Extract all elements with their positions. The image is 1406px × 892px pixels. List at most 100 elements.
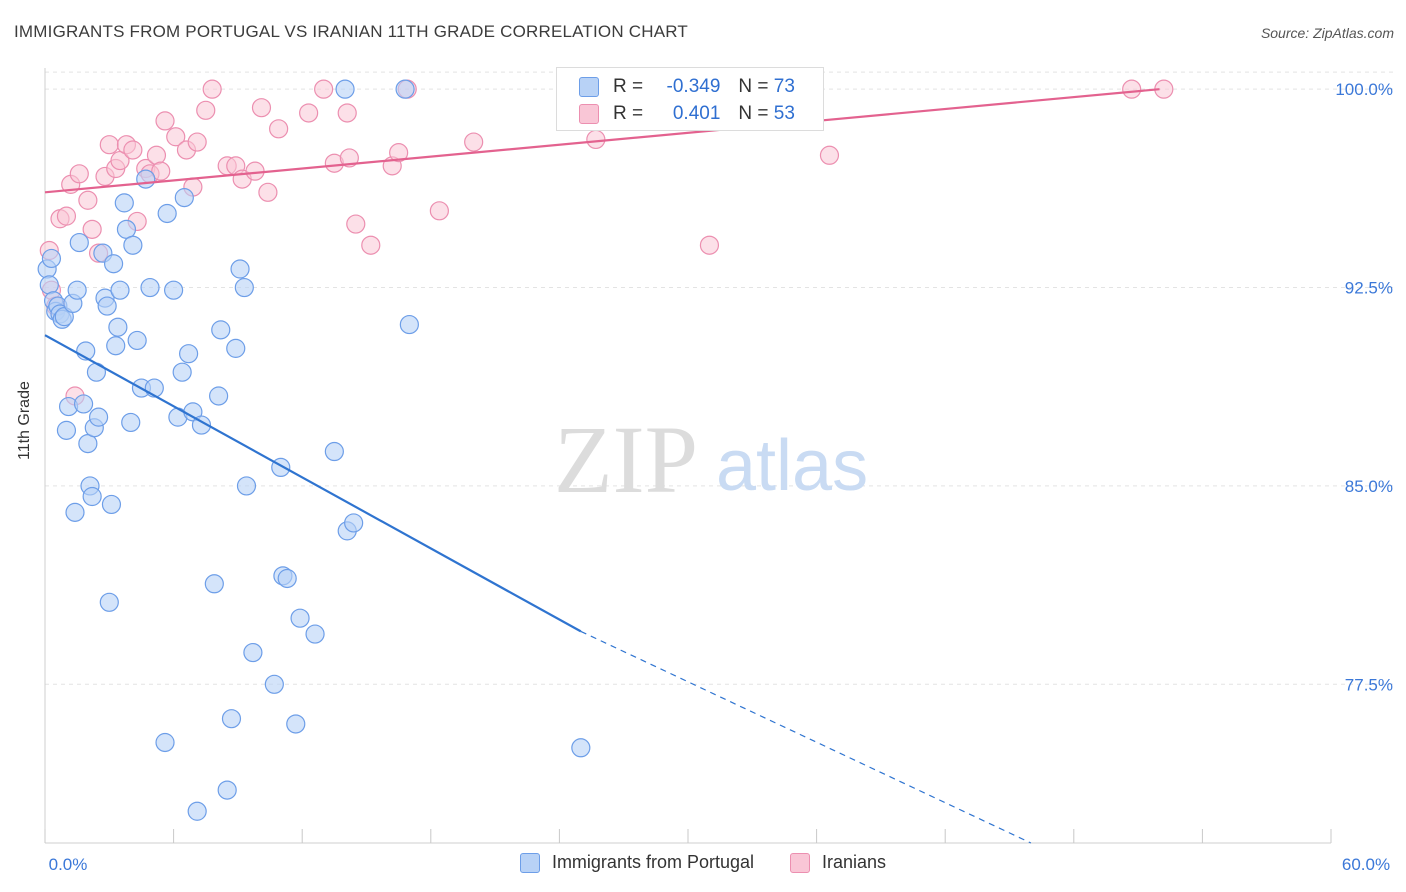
portugal-point [164,280,184,300]
iranians-point [196,100,216,120]
iranians-point [819,145,840,165]
grid-lines [45,71,1395,685]
iranians-point [245,161,265,181]
y-tick-label: 77.5% [1345,675,1393,694]
legend-label-iranians: Iranians [822,852,887,872]
legend-n-label: N = [738,76,769,97]
portugal-point [344,513,364,533]
portugal-point [234,277,254,298]
portugal-point [395,79,415,99]
legend-swatch-blue [519,852,540,873]
portugal-point [56,420,77,440]
portugal-point [571,738,591,758]
x-tick-label: 60.0% [1342,855,1390,874]
portugal-point [286,714,306,734]
portugal-point [204,574,224,594]
iranians-trend-line [44,88,1160,194]
legend-n-value: 53 [773,103,795,124]
portugal-point [136,169,156,189]
legend-item-iranians: Iranians [790,852,886,873]
portugal-point [97,296,117,316]
iranians-point [337,103,357,123]
legend-item-portugal: Immigrants from Portugal [519,852,754,873]
portugal-point [88,407,109,427]
portugal-point [264,674,284,694]
iranians-point [123,140,143,160]
portugal-point [305,624,325,644]
iranians-point [361,235,381,255]
legend-row-portugal: R = -0.349 N = 73 [579,76,795,98]
portugal-point [230,259,250,279]
portugal-point [99,592,119,612]
iranians-point [251,98,272,118]
legend-r-label: R = [613,76,644,97]
portugal-point [140,277,160,298]
portugal-point [110,280,130,300]
iranians-point [699,235,720,255]
legend-swatch-pink [579,104,599,124]
portugal-point [324,441,344,462]
iranians-point [339,148,359,168]
portugal-point [73,394,94,414]
iranians-point [586,129,606,150]
watermark: ZIP atlas [554,406,868,513]
iranians-point [1122,79,1142,99]
iranians-point [346,214,366,234]
portugal-point [236,476,257,496]
iranians-point [269,119,289,139]
iranians-point [69,164,89,184]
portugal-point [221,709,242,729]
portugal-point [209,386,229,406]
y-tick-label: 92.5% [1345,279,1393,298]
portugal-point [69,232,89,253]
portugal-point [123,235,143,255]
portugal-trend-line [44,334,582,633]
portugal-point [101,494,122,515]
iranians-point [389,143,409,163]
watermark-zip: ZIP [554,406,698,513]
iranians-point [187,132,207,152]
iranians-point [146,145,167,165]
portugal-point [114,193,134,213]
legend-n-value: 73 [773,76,795,97]
portugal-point [174,188,194,208]
watermark-atlas: atlas [716,426,868,506]
correlation-legend: R = -0.349 N = 73 R = 0.401 N = 53 [556,67,824,131]
iranians-point [429,201,449,221]
portugal-trend-extension [580,630,1032,844]
iranians-point [464,132,484,152]
portugal-point [277,568,297,589]
portugal-point [157,203,177,224]
legend-n-label: N = [738,103,769,124]
y-axis-label: 11th Grade [16,381,33,460]
legend-swatch-blue [579,77,599,97]
portugal-points [37,79,591,821]
y-tick-label: 85.0% [1345,477,1393,496]
portugal-point [335,79,355,99]
axes [44,68,1332,844]
portugal-point [106,336,126,356]
portugal-point [155,732,175,753]
x-tick-label: 0.0% [49,855,88,874]
portugal-point [65,502,85,522]
trend-lines [44,88,1160,844]
portugal-point [179,344,199,364]
portugal-point [103,254,124,274]
portugal-point [172,362,192,382]
portugal-point [127,330,147,351]
portugal-point [82,486,102,507]
portugal-point [187,801,207,821]
iranians-point [166,127,186,147]
iranians-point [151,161,171,181]
iranians-point [78,190,98,210]
iranians-point [82,219,102,239]
portugal-point [217,780,237,800]
iranians-point [56,206,77,226]
source-label: Source: ZipAtlas.com [1260,25,1394,41]
portugal-point [399,314,419,335]
portugal-point [211,320,231,340]
legend-row-iranians: R = 0.401 N = 53 [579,103,795,125]
legend-r-label: R = [613,103,644,124]
legend-label-portugal: Immigrants from Portugal [551,852,754,872]
